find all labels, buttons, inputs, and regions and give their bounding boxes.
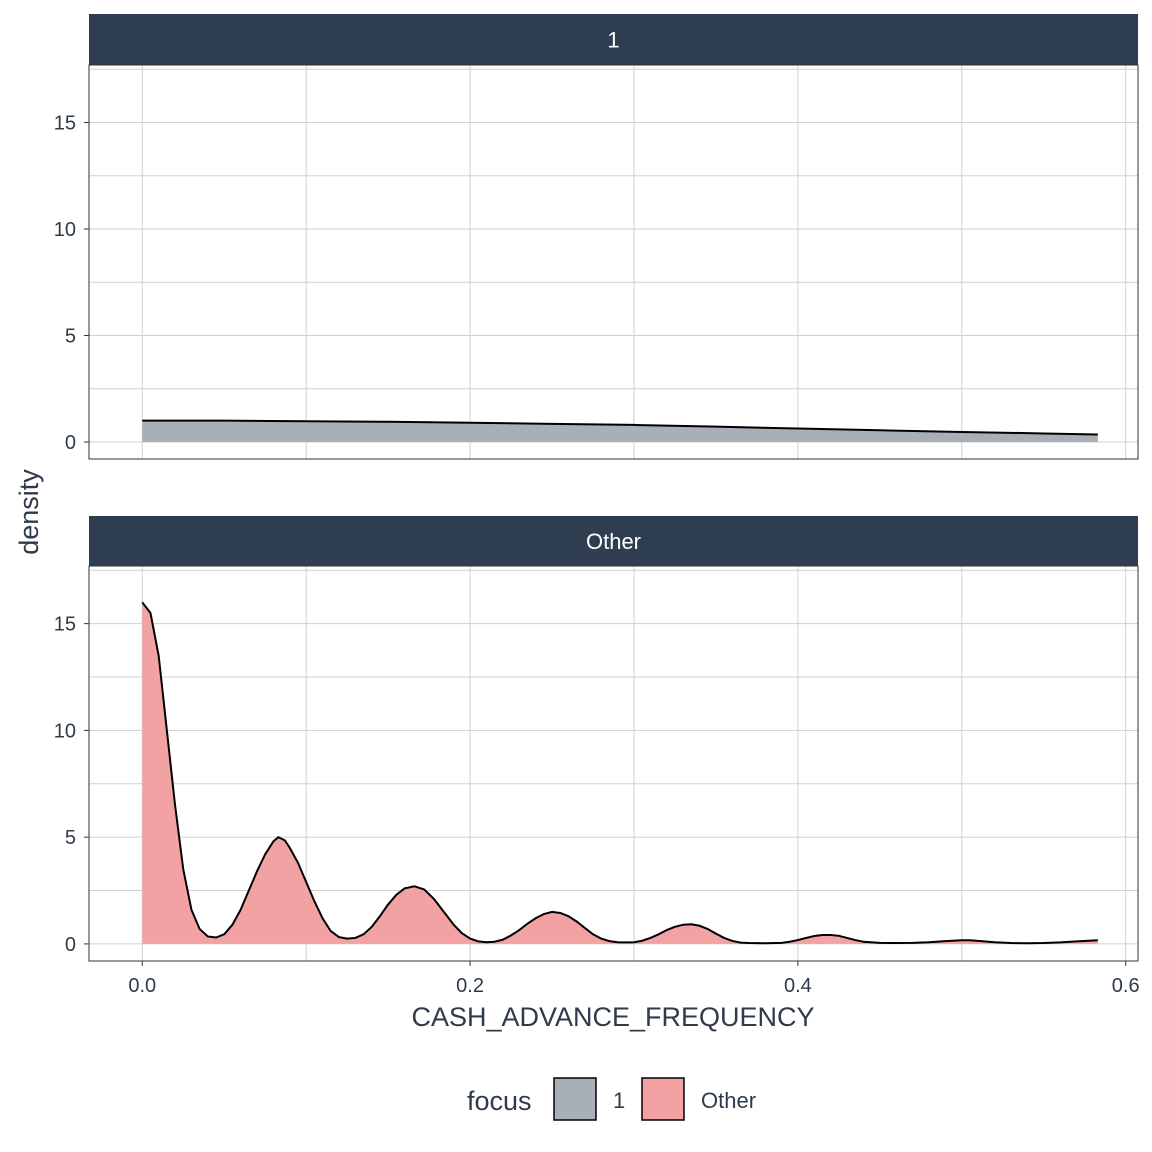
panel-other: Other 0 5 10 15 <box>54 516 1139 962</box>
x-tick-label: 0.0 <box>128 975 156 997</box>
density-area-1 <box>142 420 1098 442</box>
grid-other <box>89 566 1138 961</box>
y-tick-label: 15 <box>54 614 76 636</box>
x-axis-ticks: 0.0 0.2 0.4 0.6 <box>128 961 1140 997</box>
y-tick-label: 5 <box>65 827 76 849</box>
grid-1 <box>89 65 1138 459</box>
strip-label-other: Other <box>586 529 641 554</box>
strip-other <box>89 516 1138 566</box>
y-tick-label: 0 <box>65 934 76 956</box>
y-tick-label: 10 <box>54 720 76 742</box>
density-line-1 <box>142 419 1098 436</box>
legend: focus 1 Other <box>467 1077 756 1121</box>
legend-key-1 <box>553 1077 597 1121</box>
density-line-other <box>141 601 1098 945</box>
y-axis-title: density <box>14 469 44 555</box>
legend-title: focus <box>467 1086 532 1116</box>
y-tick-label: 5 <box>65 325 76 347</box>
strip-label-1: 1 <box>607 28 619 53</box>
y-tick-label: 15 <box>54 113 76 135</box>
density-area-other <box>142 602 1098 944</box>
legend-label-1: 1 <box>613 1088 625 1113</box>
legend-label-other: Other <box>701 1088 756 1113</box>
panel-border-1 <box>88 64 1139 460</box>
y-tick-label: 0 <box>65 432 76 454</box>
x-tick-label: 0.2 <box>456 975 484 997</box>
x-tick-label: 0.6 <box>1112 975 1140 997</box>
x-axis-title: CASH_ADVANCE_FREQUENCY <box>411 1002 814 1032</box>
legend-key-other <box>641 1077 685 1121</box>
panel-border-other <box>88 565 1139 962</box>
x-tick-label: 0.4 <box>784 975 812 997</box>
y-tick-label: 10 <box>54 219 76 241</box>
strip-1 <box>89 14 1138 65</box>
